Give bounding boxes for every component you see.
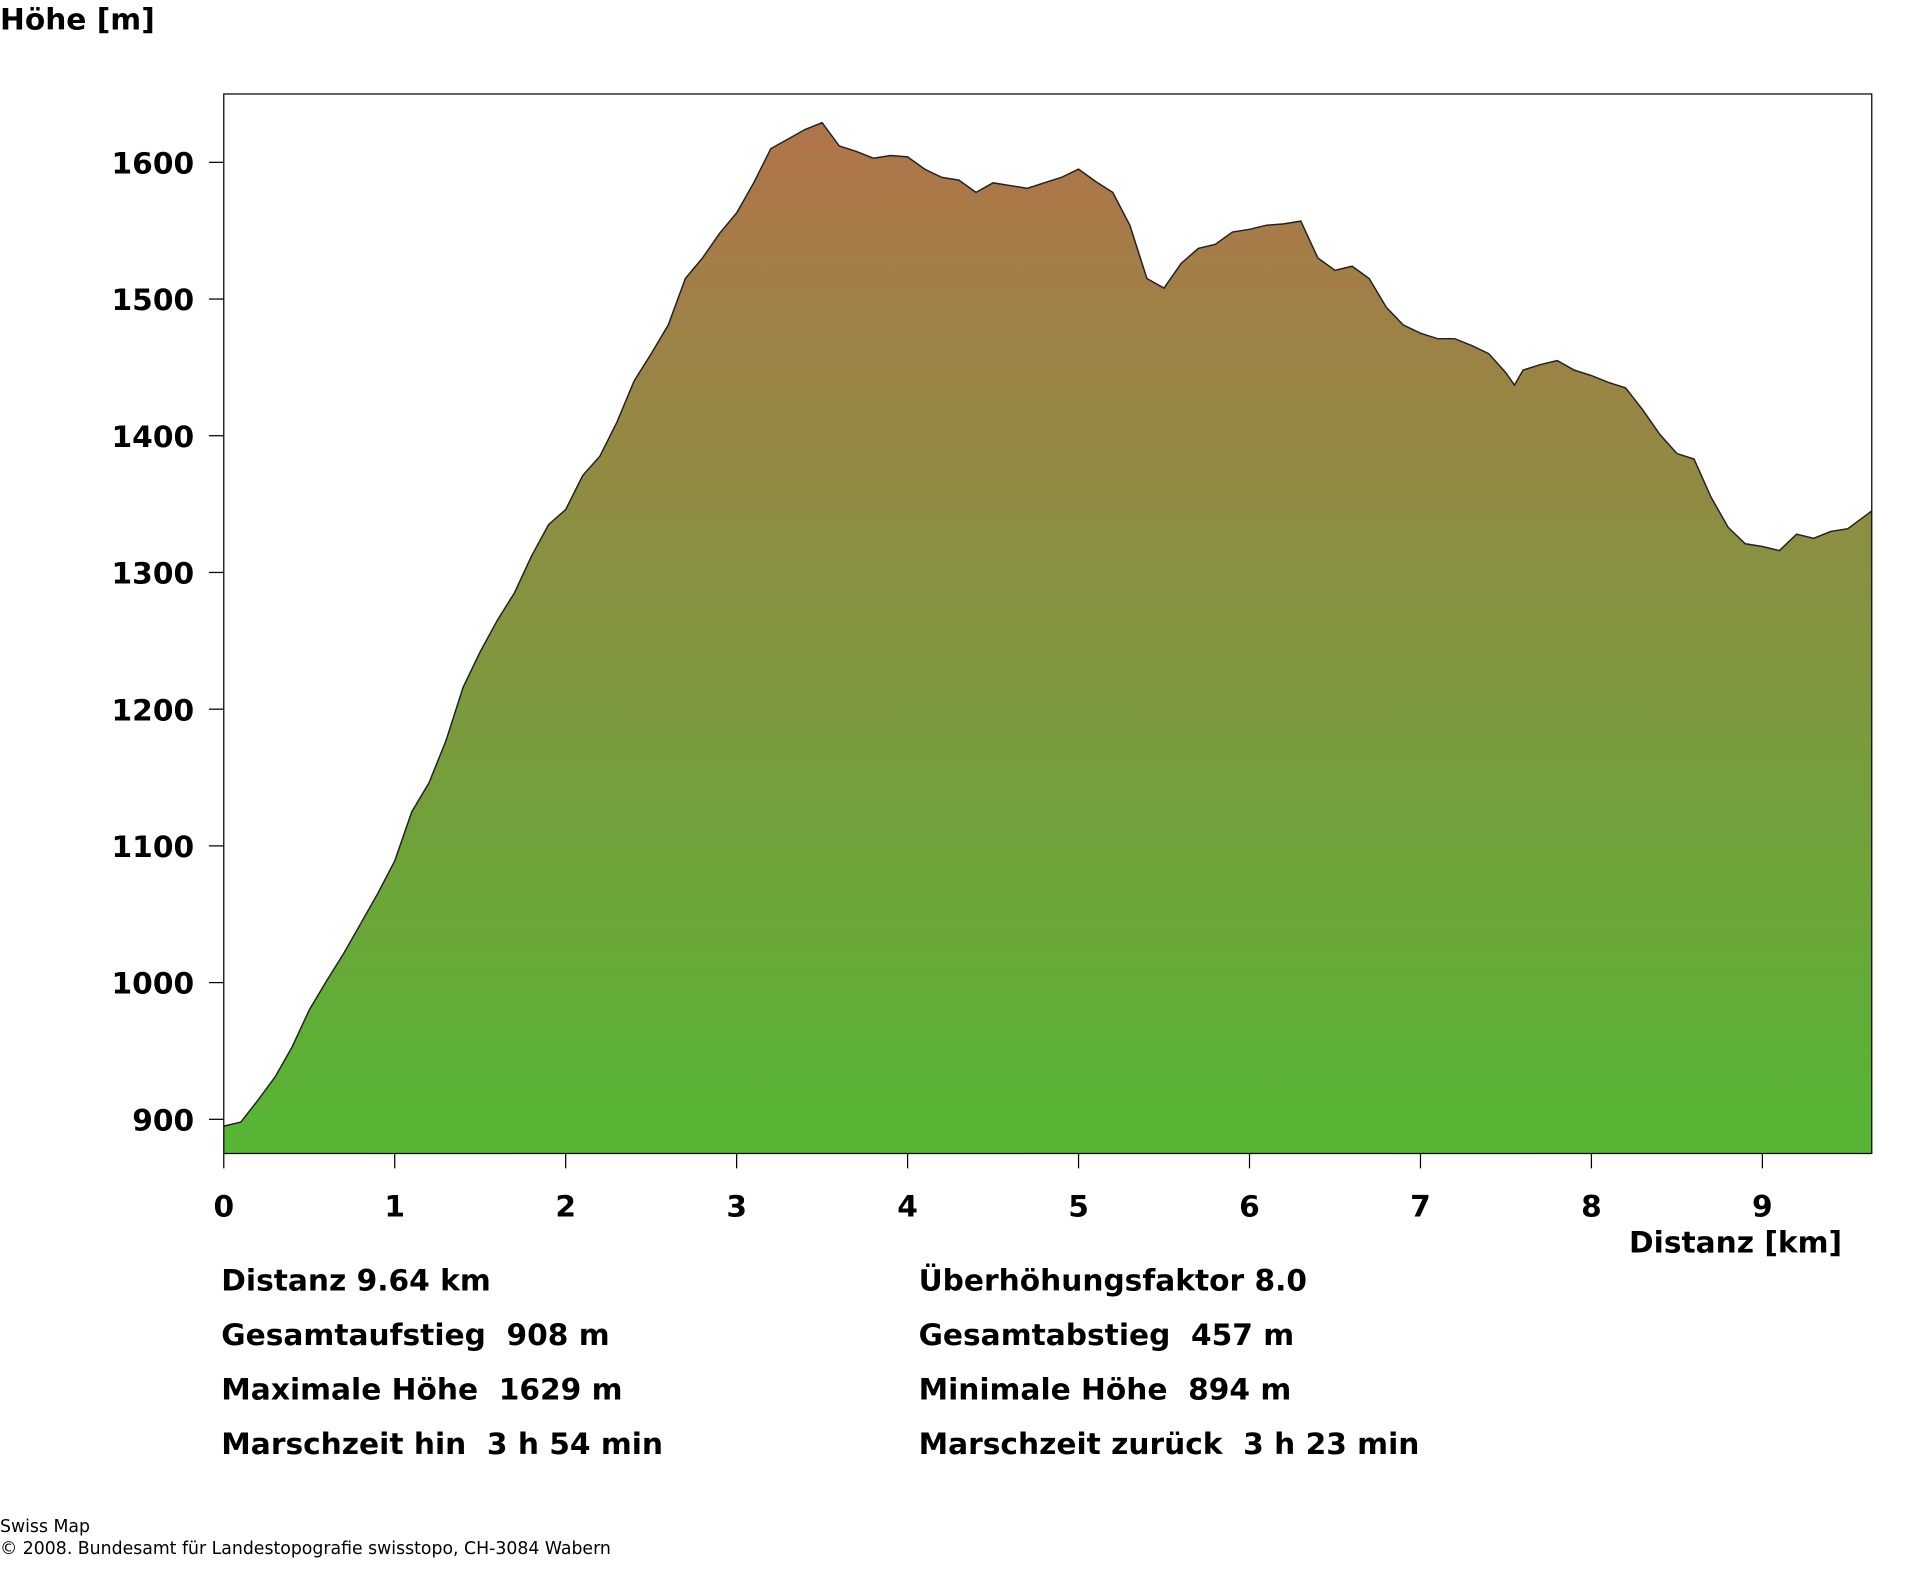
stat-text: Marschzeit zurück 3 h 23 min (919, 1426, 1420, 1461)
y-tick-label: 1200 (112, 692, 195, 727)
area (223, 122, 1872, 1154)
x-tick-label: 8 (1581, 1189, 1602, 1224)
x-axis-label: Distanz [km] (1629, 1224, 1842, 1259)
x-tick-label: 3 (726, 1189, 747, 1224)
footer: © 2008. Bundesamt für Landestopografie s… (0, 1539, 611, 1559)
y-tick-label: 1300 (112, 556, 195, 591)
y-tick-label: 900 (132, 1102, 194, 1137)
stat-text: Marschzeit hin 3 h 54 min (221, 1426, 663, 1461)
stat-text: Maximale Höhe 1629 m (221, 1372, 622, 1407)
x-tick-label: 0 (213, 1189, 234, 1224)
plot-frame (223, 93, 1873, 1155)
y-tick-label: 1000 (112, 966, 195, 1001)
x-tick-label: 7 (1410, 1189, 1431, 1224)
y-tick-label: 1100 (112, 829, 195, 864)
y-tick-label: 1500 (112, 282, 195, 317)
stat-text: Gesamtaufstieg 908 m (221, 1317, 609, 1352)
y-tick-label: 1600 (112, 145, 195, 180)
stat-text: Minimale Höhe 894 m (919, 1372, 1292, 1407)
profile-line (223, 121, 1873, 1127)
x-tick-label: 9 (1752, 1189, 1773, 1224)
x-tick-label: 5 (1068, 1189, 1089, 1224)
x-tick-label: 6 (1239, 1189, 1260, 1224)
stat-text: Gesamtabstieg 457 m (919, 1317, 1295, 1352)
stat-text: Distanz 9.64 km (221, 1263, 490, 1298)
x-tick-label: 2 (555, 1189, 576, 1224)
y-tick-label: 1400 (112, 419, 195, 454)
y-axis-label: Höhe [m] (0, 2, 155, 37)
x-tick-label: 1 (384, 1189, 405, 1224)
x-tick-label: 4 (897, 1189, 918, 1224)
footer: Swiss Map (0, 1517, 90, 1537)
stat-text: Überhöhungsfaktor 8.0 (919, 1262, 1307, 1298)
